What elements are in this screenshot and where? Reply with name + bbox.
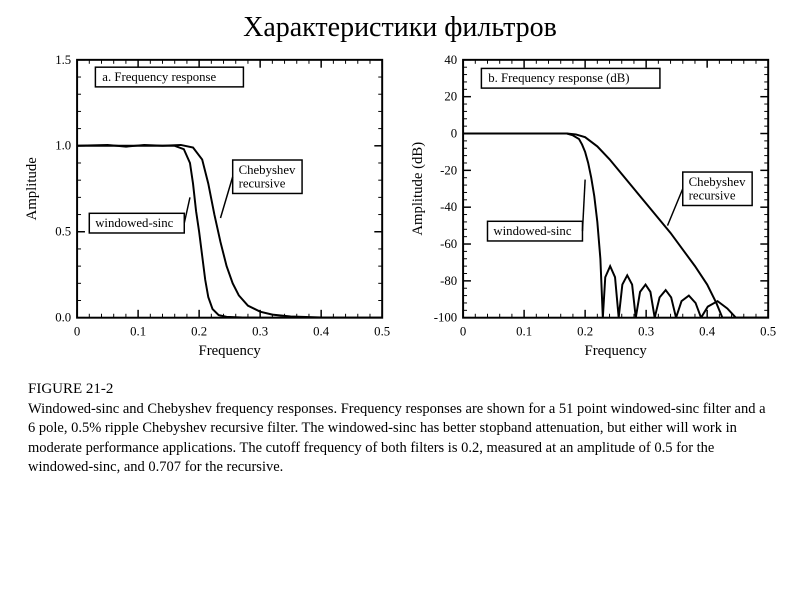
svg-text:recursive: recursive (239, 177, 286, 191)
chart-a-svg: 0 0.1 0.2 0.3 0.4 0.5 0.0 0.5 1.0 1.5 Frequency Amp… (20, 50, 394, 365)
svg-text:Amplitude (dB): Amplitude (dB) (410, 142, 426, 236)
svg-text:Frequency: Frequency (585, 343, 648, 359)
svg-text:0.4: 0.4 (313, 324, 330, 338)
svg-text:0.2: 0.2 (191, 324, 207, 338)
svg-text:-60: -60 (440, 237, 457, 251)
figure-caption-block: FIGURE 21-2 Windowed-sinc and Chebyshev … (0, 365, 800, 478)
svg-text:Amplitude: Amplitude (24, 157, 40, 221)
chart-b-svg: 0 0.1 0.2 0.3 0.4 0.5 -100 -80 -60 -40 -20 0 20 40 Fre… (406, 50, 780, 365)
svg-text:Chebyshev: Chebyshev (689, 175, 746, 189)
svg-text:-100: -100 (434, 311, 457, 325)
svg-text:40: 40 (444, 53, 457, 67)
svg-text:windowed-sinc: windowed-sinc (493, 224, 571, 238)
svg-text:-20: -20 (440, 163, 457, 177)
svg-text:20: 20 (444, 90, 457, 104)
svg-text:0.1: 0.1 (516, 324, 532, 338)
svg-text:recursive: recursive (689, 189, 736, 203)
svg-text:0.0: 0.0 (55, 311, 71, 325)
chart-row: 0 0.1 0.2 0.3 0.4 0.5 0.0 0.5 1.0 1.5 Frequency Amp… (0, 50, 800, 365)
figure-label: FIGURE 21-2 (28, 381, 113, 397)
svg-text:b. Frequency response (dB): b. Frequency response (dB) (488, 71, 629, 85)
svg-text:0.2: 0.2 (577, 324, 593, 338)
svg-text:a. Frequency response: a. Frequency response (102, 70, 216, 84)
svg-text:-40: -40 (440, 200, 457, 214)
svg-text:0.3: 0.3 (638, 324, 654, 338)
svg-text:0: 0 (460, 324, 466, 338)
svg-text:0.5: 0.5 (55, 225, 71, 239)
svg-text:0.1: 0.1 (130, 324, 146, 338)
svg-text:0.4: 0.4 (699, 324, 716, 338)
svg-text:1.0: 1.0 (55, 139, 71, 153)
svg-text:1.5: 1.5 (55, 53, 71, 67)
svg-text:0.5: 0.5 (760, 324, 776, 338)
svg-text:Frequency: Frequency (199, 343, 262, 359)
svg-text:-80: -80 (440, 274, 457, 288)
svg-text:0: 0 (74, 324, 80, 338)
svg-text:0: 0 (451, 126, 457, 140)
svg-text:windowed-sinc: windowed-sinc (95, 216, 173, 230)
svg-text:0.3: 0.3 (252, 324, 268, 338)
svg-text:Chebyshev: Chebyshev (239, 163, 296, 177)
svg-text:0.5: 0.5 (374, 324, 390, 338)
page-title: Характеристики фильтров (0, 0, 800, 50)
chart-b: 0 0.1 0.2 0.3 0.4 0.5 -100 -80 -60 -40 -20 0 20 40 Fre… (406, 50, 780, 365)
figure-caption: Windowed-sinc and Chebyshev frequency re… (28, 401, 766, 476)
chart-a: 0 0.1 0.2 0.3 0.4 0.5 0.0 0.5 1.0 1.5 Frequency Amp… (20, 50, 394, 365)
